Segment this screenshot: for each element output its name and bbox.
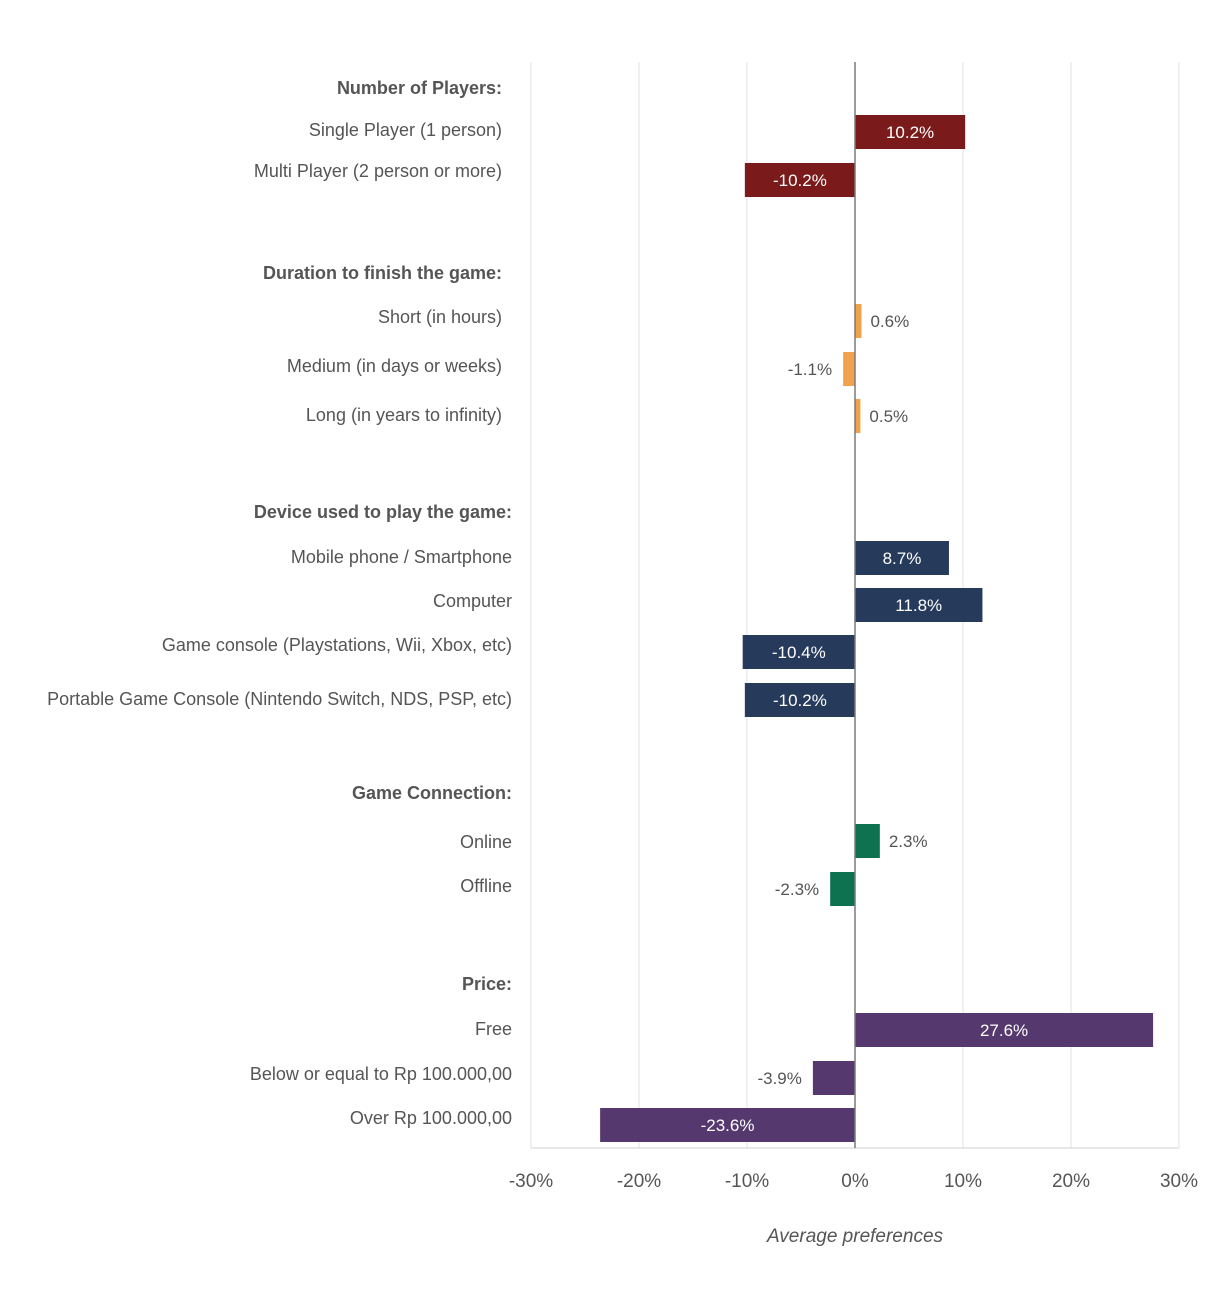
x-tick-label: 0% <box>841 1171 869 1192</box>
group-heading: Price: <box>462 974 512 994</box>
bar <box>744 163 855 197</box>
bar <box>843 352 855 386</box>
bar <box>855 115 966 149</box>
bar <box>855 304 862 338</box>
x-tick-label: 20% <box>1052 1171 1090 1192</box>
bar <box>812 1061 855 1095</box>
group-heading: Game Connection: <box>352 783 512 803</box>
x-tick-labels: -30% -20% -10% 0% 10% 20% 30% <box>509 1171 1198 1192</box>
x-tick-label: -30% <box>509 1171 553 1192</box>
data-label: 2.3% <box>889 832 928 851</box>
data-label: -1.1% <box>788 360 832 379</box>
group-heading: Number of Players: <box>337 78 502 98</box>
category-label: Medium (in days or weeks) <box>287 356 502 376</box>
category-label: Computer <box>433 591 512 611</box>
bar <box>855 824 880 858</box>
data-label: 10.2% <box>886 123 934 142</box>
category-label: Free <box>475 1019 512 1039</box>
bar <box>855 541 949 575</box>
group-heading: Duration to finish the game: <box>263 263 502 283</box>
data-label: -23.6% <box>701 1116 755 1135</box>
x-tick-label: 10% <box>944 1171 982 1192</box>
x-axis-title: Average preferences <box>766 1226 944 1247</box>
data-label: 11.8% <box>895 596 942 615</box>
category-label: Over Rp 100.000,00 <box>350 1108 512 1128</box>
x-tick-label: -20% <box>617 1171 661 1192</box>
x-tick-label: -10% <box>725 1171 769 1192</box>
data-label: 0.5% <box>869 407 908 426</box>
data-label: -10.2% <box>773 171 827 190</box>
group-heading: Device used to play the game: <box>254 502 512 522</box>
category-label: Offline <box>460 876 512 896</box>
category-label: Mobile phone / Smartphone <box>291 547 512 567</box>
category-label: Short (in hours) <box>378 307 502 327</box>
data-label: -3.9% <box>757 1069 801 1088</box>
data-label: -10.4% <box>772 643 826 662</box>
category-label: Multi Player (2 person or more) <box>254 161 502 181</box>
bar <box>600 1108 855 1142</box>
x-tick-label: 30% <box>1160 1171 1198 1192</box>
bar <box>855 588 983 622</box>
data-label: 27.6% <box>980 1021 1028 1040</box>
category-label: Portable Game Console (Nintendo Switch, … <box>47 689 512 709</box>
category-label: Below or equal to Rp 100.000,00 <box>250 1064 512 1084</box>
bars: 10.2% -10.2% 0.6% -1.1% 0.5% 8.7% 11.8% -10.4% -… <box>600 62 1154 1148</box>
bar <box>742 635 855 669</box>
category-label: Game console (Playstations, Wii, Xbox, e… <box>162 635 512 655</box>
bar <box>830 872 855 906</box>
bar <box>855 1013 1154 1047</box>
bar <box>744 683 855 717</box>
category-label: Long (in years to infinity) <box>306 405 502 425</box>
category-label: Single Player (1 person) <box>309 120 502 140</box>
bar <box>855 399 861 433</box>
data-label: 8.7% <box>883 549 922 568</box>
data-label: -2.3% <box>775 880 819 899</box>
category-labels: Number of Players: Single Player (1 perso… <box>47 78 512 1128</box>
data-label: -10.2% <box>773 691 827 710</box>
data-label: 0.6% <box>870 312 909 331</box>
category-label: Online <box>460 832 512 852</box>
